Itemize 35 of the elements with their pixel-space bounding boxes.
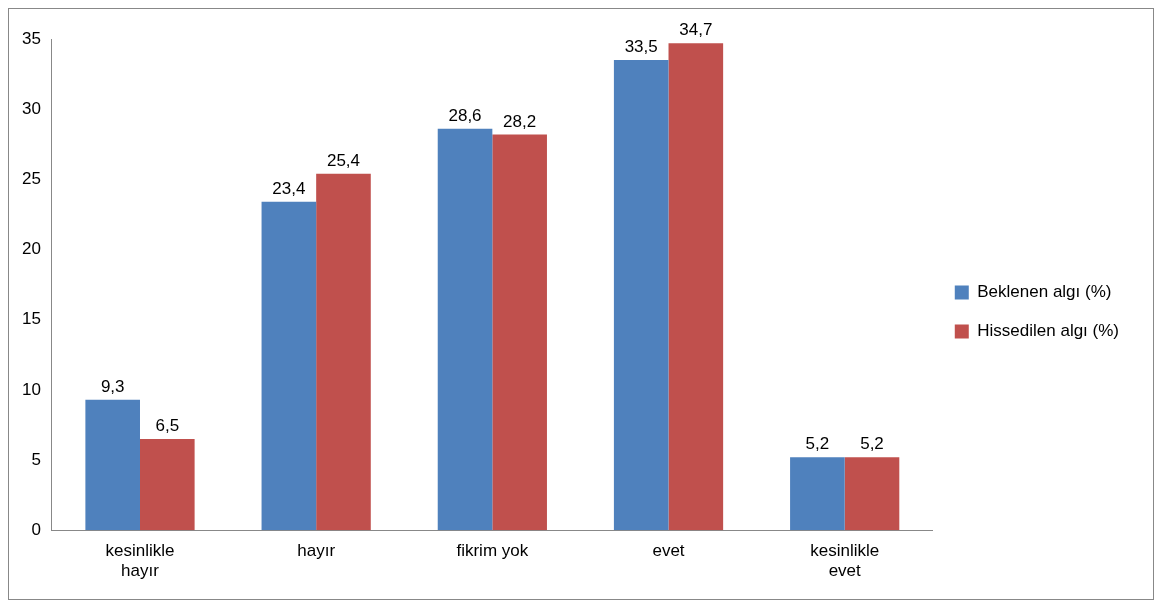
y-tick-label: 20 xyxy=(21,239,41,259)
data-label: 25,4 xyxy=(326,150,361,170)
legend-label: Beklenen algı (%) xyxy=(977,282,1112,302)
bar xyxy=(492,134,547,531)
y-tick-label: 30 xyxy=(21,98,41,118)
x-tick-label: fikrim yok xyxy=(456,541,529,561)
y-tick-label: 35 xyxy=(21,28,41,48)
bar xyxy=(140,438,195,531)
y-tick-label: 10 xyxy=(21,379,41,399)
x-tick-label: hayır xyxy=(297,541,336,561)
data-label: 34,7 xyxy=(679,20,713,40)
x-tick-label: evet xyxy=(652,541,685,561)
data-label: 23,4 xyxy=(272,178,306,198)
bar xyxy=(316,173,371,531)
y-tick-label: 0 xyxy=(31,519,41,539)
data-label: 5,2 xyxy=(805,434,830,454)
bar xyxy=(844,457,900,531)
x-tick-label: kesinlikle hayır xyxy=(105,541,175,581)
data-label: 9,3 xyxy=(100,376,125,396)
y-tick-label: 25 xyxy=(21,169,41,189)
x-tick-label: kesinlikle evet xyxy=(810,541,880,581)
bar xyxy=(437,128,493,531)
data-label: 5,2 xyxy=(860,434,884,454)
data-label: 33,5 xyxy=(624,37,658,57)
y-tick-label: 5 xyxy=(31,449,41,469)
bar xyxy=(668,43,724,531)
y-tick-label: 15 xyxy=(21,309,41,329)
data-label: 6,5 xyxy=(155,416,180,436)
data-label: 28,6 xyxy=(448,106,482,126)
bar xyxy=(790,457,845,531)
bar xyxy=(85,399,140,531)
bar xyxy=(613,60,669,531)
legend-label: Hissedilen algı (%) xyxy=(977,321,1120,341)
bar xyxy=(261,201,317,531)
data-label: 28,2 xyxy=(503,111,537,131)
